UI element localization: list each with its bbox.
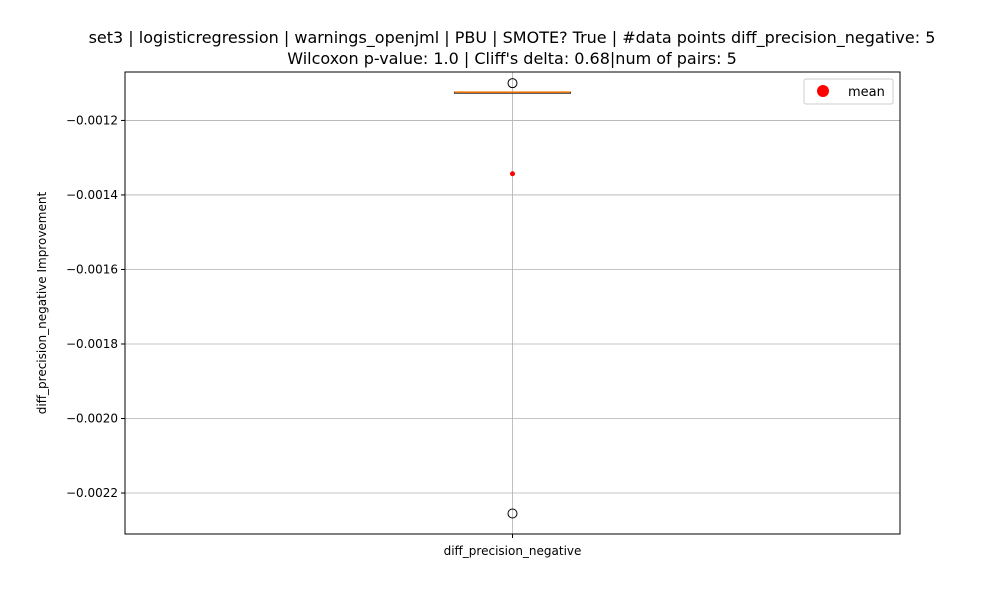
mean-point — [510, 171, 515, 177]
y-tick-label: −0.0020 — [66, 412, 118, 426]
y-tick-label: −0.0022 — [66, 486, 118, 500]
legend-mean-label: mean — [848, 85, 885, 100]
y-tick-label: −0.0012 — [66, 113, 118, 127]
y-tick-label: −0.0016 — [66, 262, 118, 276]
legend-mean-marker — [817, 85, 829, 97]
y-axis-label: diff_precision_negative Improvement — [35, 192, 49, 415]
legend: mean — [803, 78, 894, 105]
legend-frame — [803, 78, 894, 105]
outlier-point — [507, 508, 518, 519]
outlier-point — [507, 78, 518, 89]
chart-title-line1: set3 | logisticregression | warnings_ope… — [89, 28, 936, 48]
y-tick-label: −0.0014 — [66, 188, 118, 202]
grid-layer — [125, 72, 900, 534]
x-tick-label: diff_precision_negative — [444, 544, 582, 558]
box-layer — [454, 78, 571, 519]
tick-layer: −0.0012 −0.0014 −0.0016 −0.0018 −0.0020 −0.00… — [66, 113, 581, 558]
plot-frame — [124, 71, 901, 535]
chart-title-line2: Wilcoxon p-value: 1.0 | Cliff's delta: 0… — [287, 49, 737, 68]
y-tick-label: −0.0018 — [66, 337, 118, 351]
